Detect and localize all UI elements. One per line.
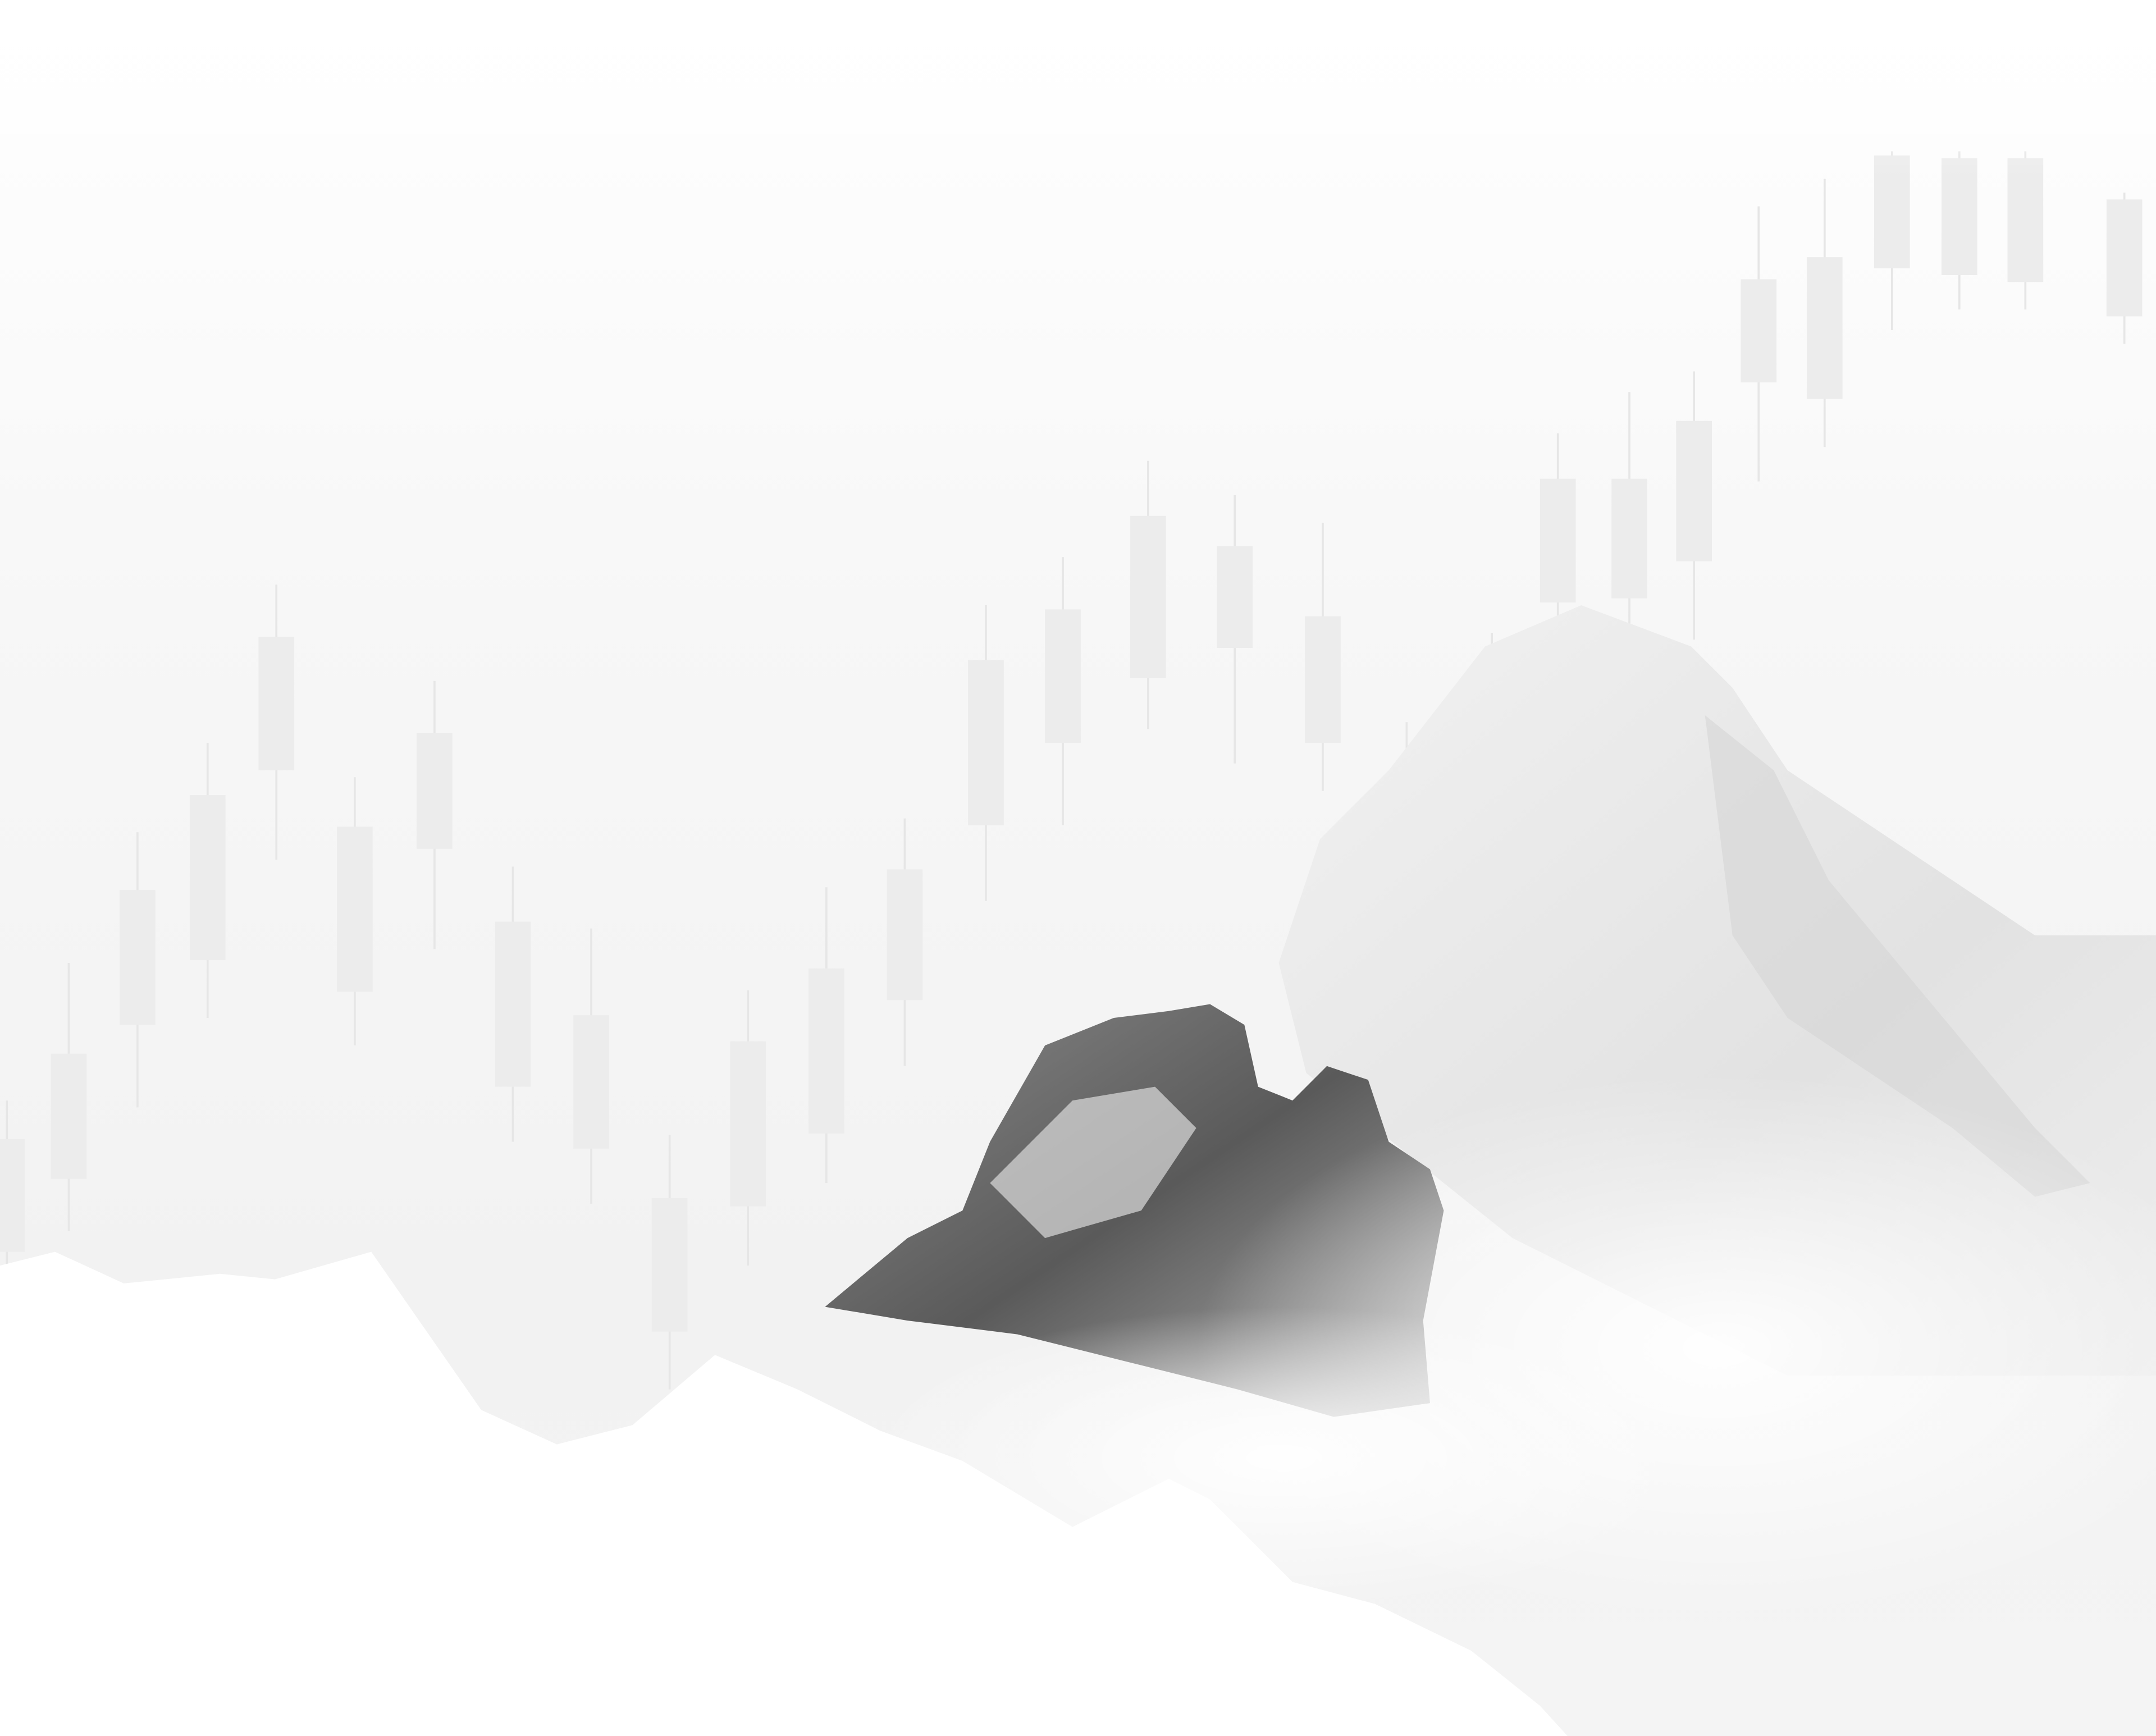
candle-body	[417, 733, 453, 849]
mountain-ridge	[1705, 715, 2090, 1197]
rock-snow	[990, 1086, 1196, 1239]
candle-body	[1540, 478, 1576, 603]
foreground-silhouette	[0, 1251, 1568, 1736]
candle-body	[1806, 257, 1843, 399]
candle-body	[573, 1015, 609, 1149]
top-fade	[0, 0, 2156, 179]
candle-body	[258, 637, 295, 771]
candle-body	[1676, 421, 1712, 561]
candle-body	[337, 826, 373, 992]
candlesticks	[0, 151, 2143, 1390]
candle-body	[0, 1139, 25, 1252]
candle-body	[730, 1041, 766, 1207]
candle-body	[887, 869, 923, 1001]
candle-body	[808, 968, 844, 1134]
candle-body	[651, 1198, 688, 1332]
candle-body	[120, 890, 156, 1025]
candle-body	[1130, 515, 1166, 678]
candle-body	[495, 921, 531, 1087]
candle-body	[968, 660, 1004, 826]
candle-body	[189, 795, 226, 961]
candle-body	[51, 1053, 87, 1179]
candle-body	[1045, 609, 1081, 743]
candle-body	[2106, 199, 2143, 317]
candle-body	[1611, 478, 1647, 599]
candle-body	[1217, 546, 1253, 648]
candle-body	[1741, 279, 1777, 383]
candle-body	[1305, 616, 1341, 743]
